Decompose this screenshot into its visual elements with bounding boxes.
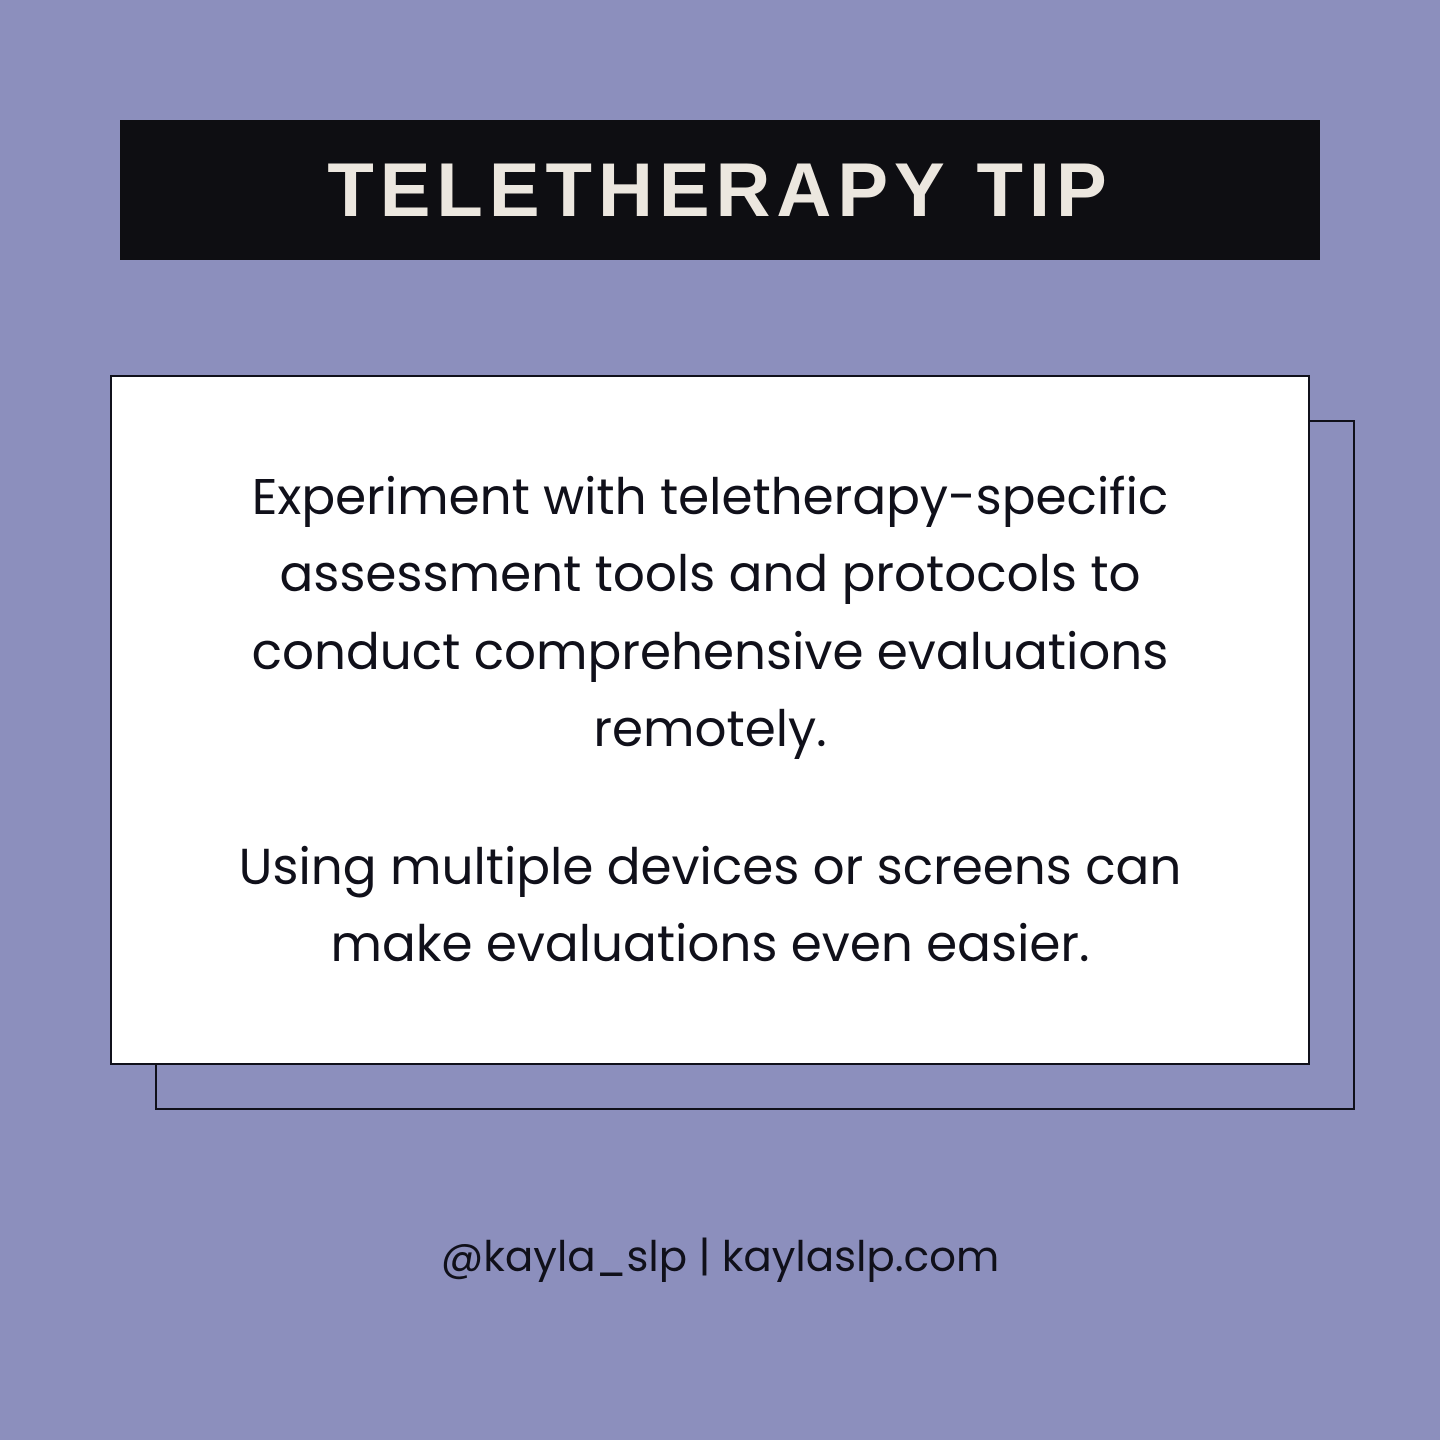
title-bar: TELETHERAPY TIP [120,120,1320,260]
tip-card: Experiment with teletherapy-specific ass… [110,375,1310,1065]
tip-paragraph-2: Using multiple devices or screens can ma… [172,828,1248,983]
footer-credit: @kayla_slp | kaylaslp.com [0,1225,1440,1288]
title-text: TELETHERAPY TIP [327,147,1112,234]
tip-paragraph-1: Experiment with teletherapy-specific ass… [172,458,1248,768]
